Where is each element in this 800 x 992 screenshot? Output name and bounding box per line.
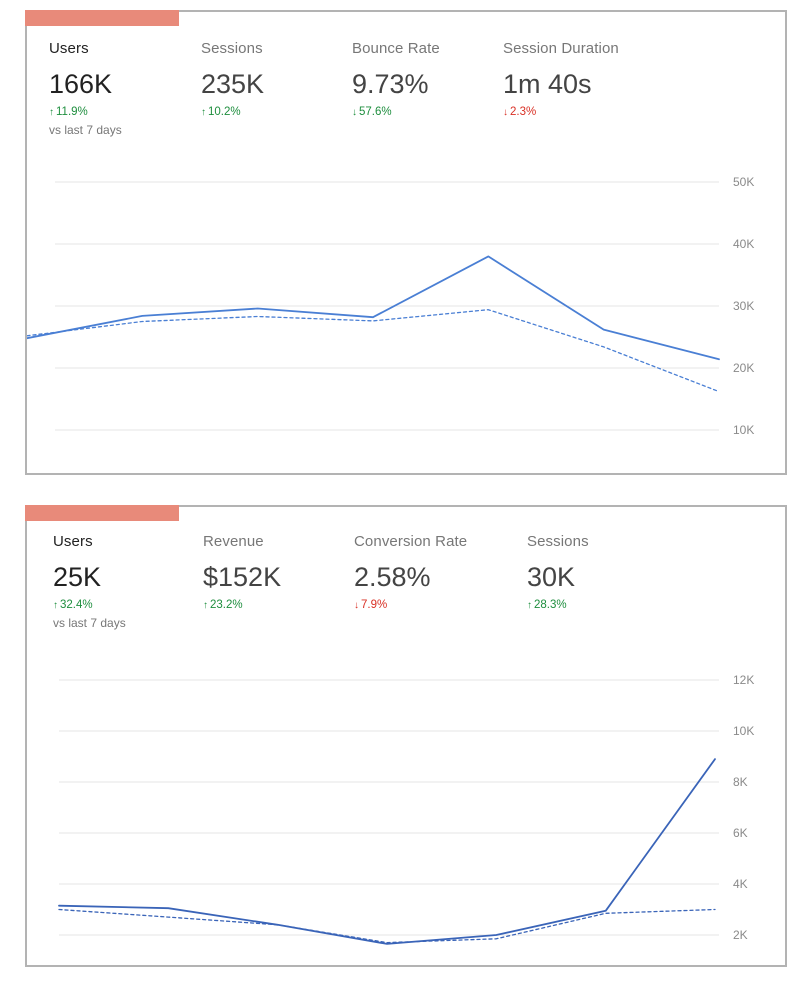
- arrow-up-icon: ↑: [203, 600, 208, 611]
- metric-label: Revenue: [203, 533, 264, 550]
- comparison-series-line: [27, 309, 720, 393]
- comparison-period: vs last 7 days: [53, 616, 126, 630]
- metric-delta: ↓ 2.3%: [503, 106, 653, 118]
- y-tick-label: 12K: [733, 673, 754, 687]
- metric-value: 30K: [527, 562, 576, 592]
- metric-delta: ↑ 28.3%: [527, 599, 677, 611]
- metric-value: 235K: [201, 69, 265, 99]
- metric-tab-bounce-rate[interactable]: Bounce Rate 9.73% ↓ 57.6%: [352, 40, 502, 118]
- metric-delta-value: 10.2%: [208, 106, 241, 118]
- metric-tab-revenue[interactable]: Revenue $152K ↑ 23.2%: [203, 533, 353, 611]
- metric-tab-sessions[interactable]: Sessions 30K ↑ 28.3%: [527, 533, 677, 611]
- metric-label: Users: [49, 40, 89, 57]
- metric-label: Sessions: [527, 533, 589, 550]
- metric-value: 2.58%: [354, 562, 431, 592]
- metric-delta-value: 57.6%: [359, 106, 392, 118]
- current-series-line: [27, 255, 720, 361]
- metric-tab-session-duration[interactable]: Session Duration 1m 40s ↓ 2.3%: [503, 40, 653, 118]
- y-tick-label: 8K: [733, 775, 748, 789]
- y-tick-label: 30K: [733, 299, 754, 313]
- ecommerce-line-chart: 12K 10K 8K 6K 4K 2K: [58, 673, 754, 945]
- metric-delta-value: 7.9%: [361, 599, 388, 611]
- y-tick-label: 40K: [733, 237, 754, 251]
- metric-delta-value: 28.3%: [534, 599, 567, 611]
- ecommerce-overview-card: Users 25K ↑ 32.4% vs last 7 days Revenue …: [25, 505, 787, 967]
- metric-value: $152K: [203, 562, 282, 592]
- metric-tab-conversion-rate[interactable]: Conversion Rate 2.58% ↓ 7.9%: [354, 533, 504, 611]
- comparison-series-line: [58, 908, 716, 944]
- metric-delta-value: 23.2%: [210, 599, 243, 611]
- arrow-up-icon: ↑: [53, 600, 58, 611]
- metric-label: Conversion Rate: [354, 533, 468, 550]
- y-tick-label: 10K: [733, 423, 754, 437]
- metric-delta: ↑ 10.2%: [201, 106, 351, 118]
- metric-label: Sessions: [201, 40, 263, 57]
- metric-label: Bounce Rate: [352, 40, 440, 57]
- users-overview-card: Users 166K ↑ 11.9% vs last 7 days Session…: [25, 10, 787, 475]
- y-tick-label: 2K: [733, 928, 748, 942]
- metric-label: Session Duration: [503, 40, 619, 57]
- metric-value: 166K: [49, 69, 113, 99]
- metric-delta: ↑ 11.9%: [49, 106, 199, 118]
- metric-tab-sessions[interactable]: Sessions 235K ↑ 10.2%: [201, 40, 351, 118]
- card-accent-bar: [25, 505, 179, 521]
- metric-tab-users[interactable]: Users 25K ↑ 32.4% vs last 7 days: [53, 533, 203, 630]
- metric-value: 9.73%: [352, 69, 429, 99]
- metric-value: 25K: [53, 562, 102, 592]
- metric-delta: ↓ 57.6%: [352, 106, 502, 118]
- y-tick-label: 6K: [733, 826, 748, 840]
- comparison-period: vs last 7 days: [49, 123, 122, 137]
- y-tick-label: 4K: [733, 877, 748, 891]
- arrow-down-icon: ↓: [354, 600, 359, 611]
- y-tick-label: 10K: [733, 724, 754, 738]
- metric-tab-users[interactable]: Users 166K ↑ 11.9% vs last 7 days: [49, 40, 199, 137]
- arrow-up-icon: ↑: [527, 600, 532, 611]
- metric-delta: ↑ 32.4%: [53, 599, 203, 611]
- metric-delta: ↑ 23.2%: [203, 599, 353, 611]
- users-line-chart: 50K 40K 30K 20K 10K: [27, 175, 754, 437]
- arrow-up-icon: ↑: [49, 107, 54, 118]
- y-tick-label: 50K: [733, 175, 754, 189]
- metric-delta-value: 32.4%: [60, 599, 93, 611]
- metric-label: Users: [53, 533, 93, 550]
- metric-value: 1m 40s: [503, 69, 592, 99]
- metric-delta: ↓ 7.9%: [354, 599, 504, 611]
- arrow-up-icon: ↑: [201, 107, 206, 118]
- y-tick-label: 20K: [733, 361, 754, 375]
- card-accent-bar: [25, 10, 179, 26]
- metric-delta-value: 11.9%: [56, 106, 88, 118]
- arrow-down-icon: ↓: [503, 107, 508, 118]
- current-series-line: [58, 758, 716, 945]
- metric-delta-value: 2.3%: [510, 106, 537, 118]
- arrow-down-icon: ↓: [352, 107, 357, 118]
